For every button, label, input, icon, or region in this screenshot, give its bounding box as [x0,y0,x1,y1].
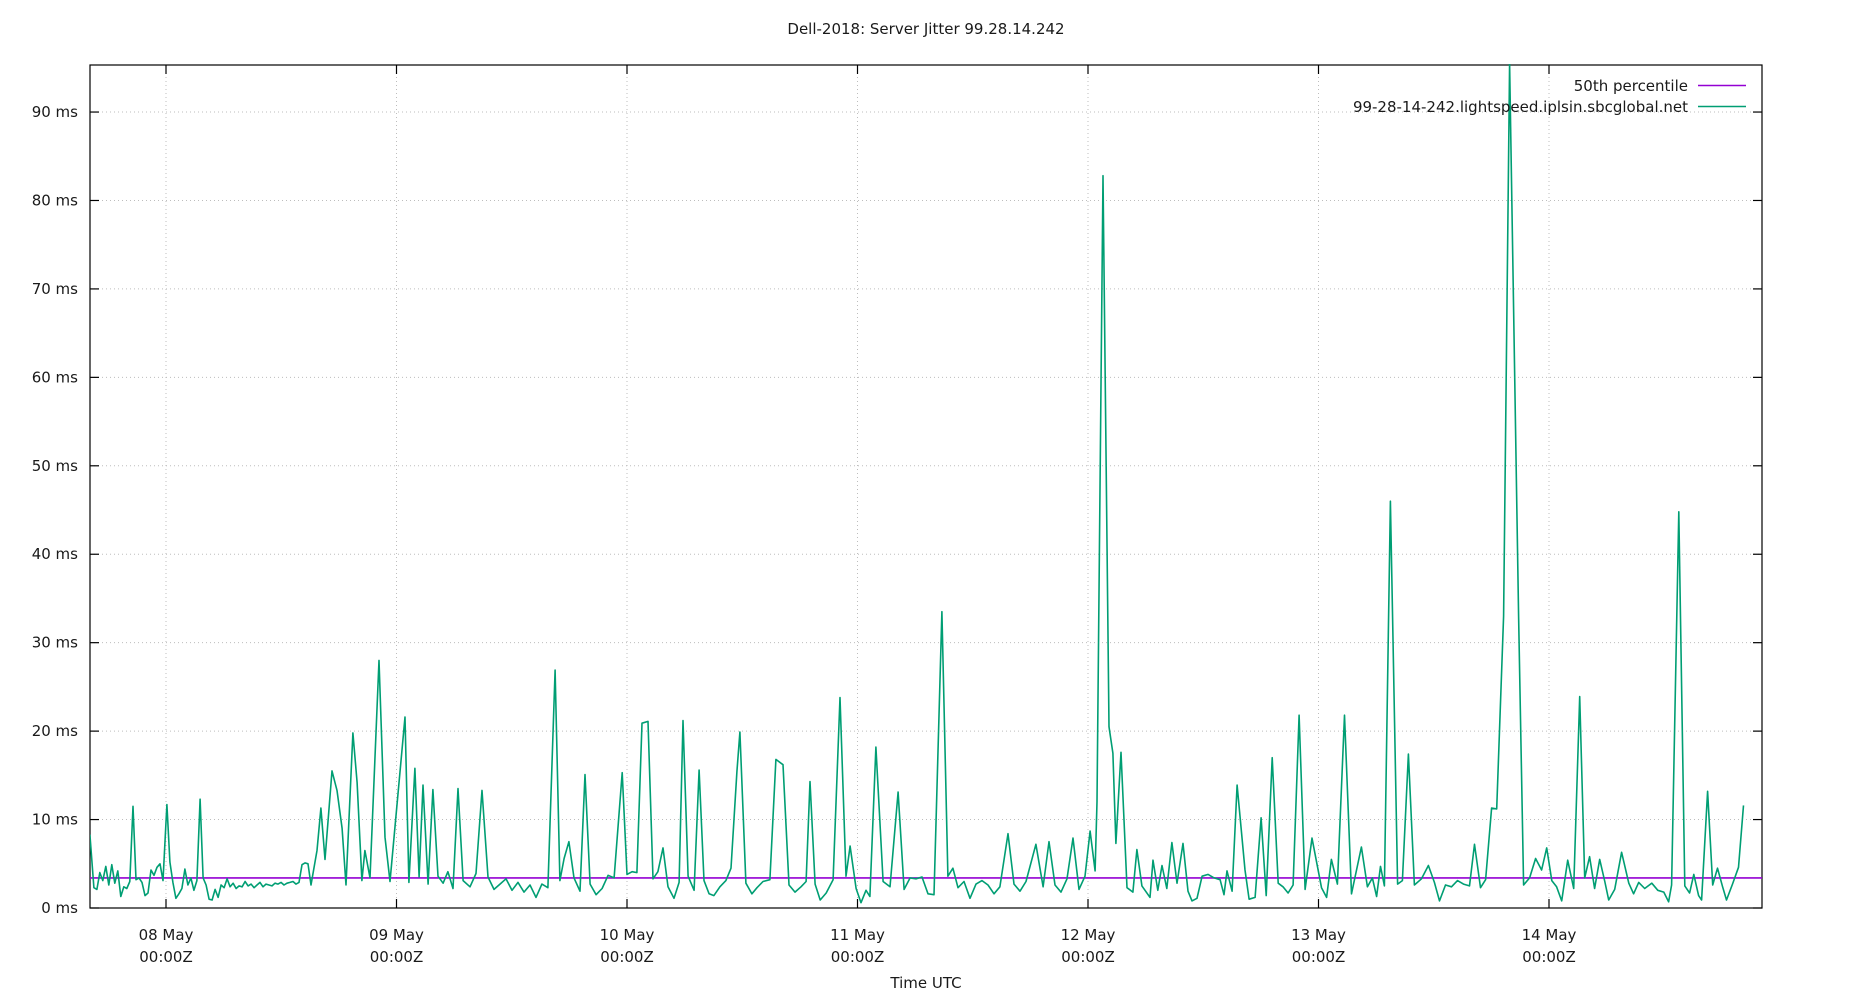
x-tick-label-time: 00:00Z [1292,948,1346,966]
plot-border [89,64,1763,909]
grid-lines [90,65,1762,908]
x-tick-label-date: 09 May [369,926,424,944]
x-axis-title: Time UTC [889,974,961,992]
x-tick-label-date: 14 May [1522,926,1577,944]
y-tick-label: 50 ms [32,457,78,475]
y-tick-label: 60 ms [32,368,78,386]
x-tick-label-time: 00:00Z [831,948,885,966]
x-tick-label-date: 13 May [1291,926,1346,944]
x-tick-label-time: 00:00Z [370,948,424,966]
y-tick-label: 90 ms [32,103,78,121]
x-tick-label-date: 10 May [600,926,655,944]
x-axis-labels: 08 May 00:00Z 09 May 00:00Z 10 May 00:00Z 11 M… [139,926,1577,966]
x-tick-label-time: 00:00Z [139,948,193,966]
x-tick-label-time: 00:00Z [1522,948,1576,966]
y-tick-label: 40 ms [32,545,78,563]
plot-series [90,64,1762,904]
legend: 50th percentile 99-28-14-242.lightspeed.… [1353,77,1746,116]
x-tick-label-time: 00:00Z [600,948,654,966]
axis-ticks [90,65,1762,909]
x-tick-label-date: 11 May [830,926,885,944]
y-tick-label: 20 ms [32,722,78,740]
y-tick-label: 30 ms [32,634,78,652]
y-tick-label: 0 ms [41,899,78,917]
x-tick-label-date: 08 May [139,926,194,944]
y-tick-label: 70 ms [32,280,78,298]
legend-label-host: 99-28-14-242.lightspeed.iplsin.sbcglobal… [1353,98,1688,116]
jitter-series-line [90,64,1745,904]
y-axis-labels: 0 ms 10 ms 20 ms 30 ms 40 ms 50 ms 60 ms 70 ms 8… [32,103,78,917]
x-tick-label-date: 12 May [1061,926,1116,944]
legend-label-percentile: 50th percentile [1574,77,1688,95]
chart-title: Dell-2018: Server Jitter 99.28.14.242 [787,20,1064,38]
y-tick-label: 10 ms [32,811,78,829]
y-tick-label: 80 ms [32,191,78,209]
x-tick-label-time: 00:00Z [1061,948,1115,966]
